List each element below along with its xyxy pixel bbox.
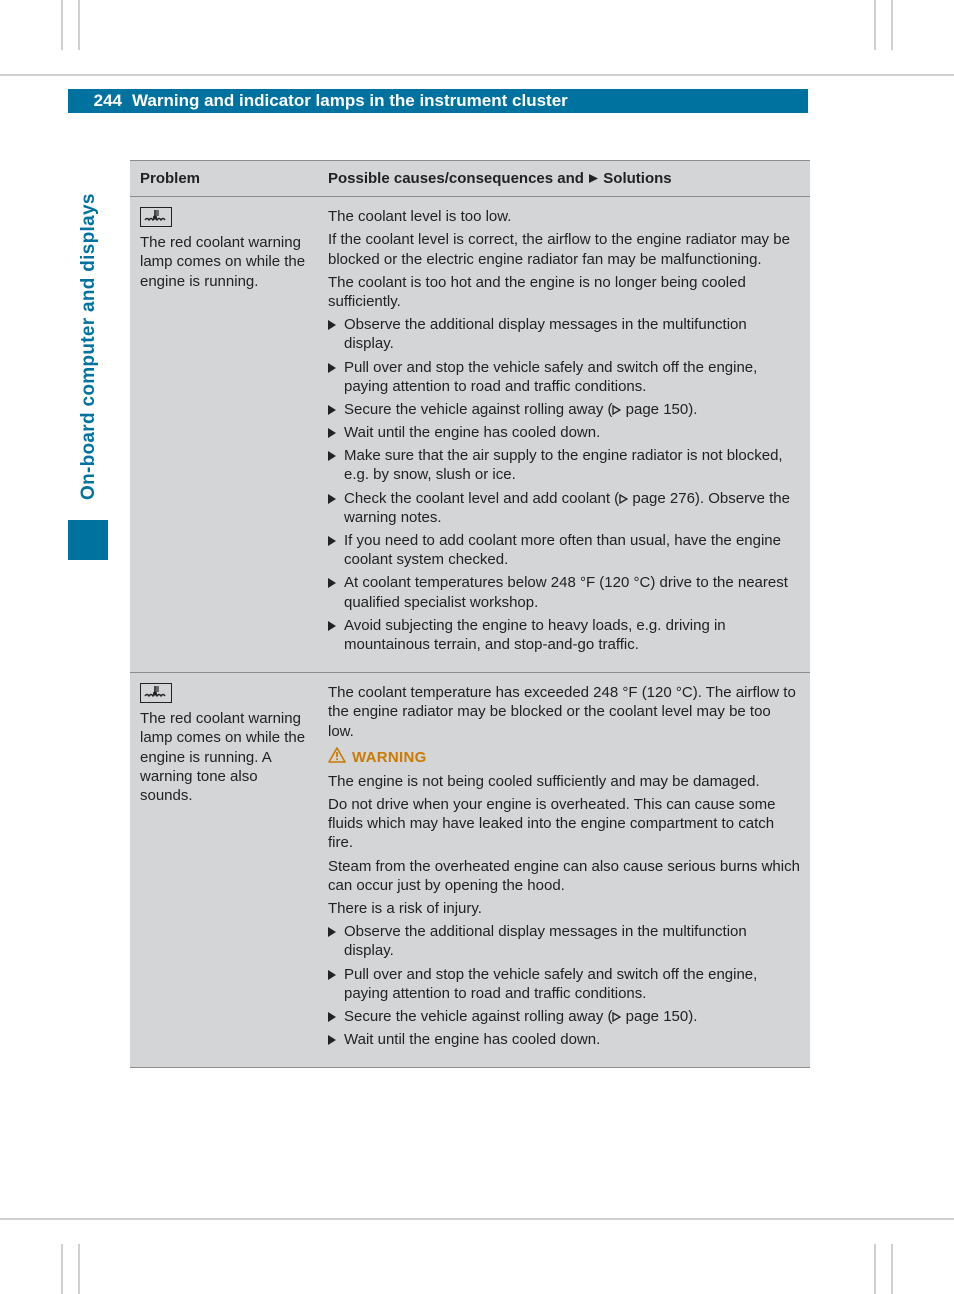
page-ref-icon (619, 489, 628, 508)
solution-item: Check the coolant level and add coolant … (328, 489, 800, 527)
crop-mark (78, 1244, 80, 1294)
solution-item: Pull over and stop the vehicle safely an… (328, 358, 800, 396)
col-header-solutions-prefix: Possible causes/consequences and (328, 170, 584, 187)
warning-text: There is a risk of injury. (328, 899, 800, 918)
crop-mark (0, 1218, 954, 1220)
page-ref-icon (612, 1007, 621, 1026)
section-tab-block (68, 520, 108, 560)
solution-item: Secure the vehicle against rolling away … (328, 400, 800, 419)
content-area: Problem Possible causes/consequences and… (130, 160, 810, 1068)
solution-item: If you need to add coolant more often th… (328, 531, 800, 569)
triangle-icon (588, 169, 599, 188)
solution-item: Observe the additional display messages … (328, 315, 800, 353)
warning-label: WARNING (352, 748, 427, 767)
table-row: The red coolant warning lamp comes on wh… (130, 197, 810, 673)
crop-mark (61, 0, 63, 50)
solution-item: Avoid subjecting the engine to heavy loa… (328, 616, 800, 654)
solution-item: Secure the vehicle against rolling away … (328, 1007, 800, 1026)
coolant-icon (140, 683, 172, 703)
crop-mark (61, 1244, 63, 1294)
problem-cell: The red coolant warning lamp comes on wh… (130, 197, 318, 673)
warning-text: The engine is not being cooled sufficien… (328, 772, 800, 791)
warning-text: Do not drive when your engine is overhea… (328, 795, 800, 853)
page-header: 244 Warning and indicator lamps in the i… (68, 89, 808, 113)
solution-item: Observe the additional display messages … (328, 922, 800, 960)
cause-text: The coolant is too hot and the engine is… (328, 273, 800, 311)
solution-item: Wait until the engine has cooled down. (328, 1030, 800, 1049)
cause-text: The coolant temperature has exceeded 248… (328, 683, 800, 741)
crop-mark (874, 1244, 876, 1294)
table-row: The red coolant warning lamp comes on wh… (130, 673, 810, 1068)
solution-item: Wait until the engine has cooled down. (328, 423, 800, 442)
problem-cell: The red coolant warning lamp comes on wh… (130, 673, 318, 1068)
page-number: 244 (68, 91, 132, 111)
page-ref-icon (612, 400, 621, 419)
solution-cell: The coolant level is too low. If the cool… (318, 197, 810, 673)
crop-mark (891, 0, 893, 50)
crop-mark (78, 0, 80, 50)
warning-text: Steam from the overheated engine can als… (328, 857, 800, 895)
solution-item: At coolant temperatures below 248 °F (12… (328, 573, 800, 611)
coolant-icon (140, 207, 172, 227)
solutions-list: Observe the additional display messages … (328, 922, 800, 1049)
warning-icon (328, 747, 346, 768)
solutions-list: Observe the additional display messages … (328, 315, 800, 654)
solution-item: Pull over and stop the vehicle safely an… (328, 965, 800, 1003)
problem-text: The red coolant warning lamp comes on wh… (140, 234, 305, 289)
cause-text: The coolant level is too low. (328, 207, 800, 226)
crop-mark (0, 74, 954, 76)
cause-text: If the coolant level is correct, the air… (328, 230, 800, 268)
col-header-solutions-suffix: Solutions (603, 170, 671, 187)
solution-item: Make sure that the air supply to the eng… (328, 446, 800, 484)
section-tab-label: On-board computer and displays (78, 168, 100, 508)
crop-mark (891, 1244, 893, 1294)
col-header-problem: Problem (130, 161, 318, 197)
solution-cell: The coolant temperature has exceeded 248… (318, 673, 810, 1068)
page-title: Warning and indicator lamps in the instr… (132, 91, 568, 111)
crop-mark (874, 0, 876, 50)
col-header-solutions: Possible causes/consequences and Solutio… (318, 161, 810, 197)
problems-table: Problem Possible causes/consequences and… (130, 160, 810, 1068)
warning-heading: WARNING (328, 747, 800, 768)
problem-text: The red coolant warning lamp comes on wh… (140, 710, 305, 804)
